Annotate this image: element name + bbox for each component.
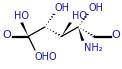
Text: OH: OH xyxy=(88,3,103,13)
Polygon shape xyxy=(78,27,84,41)
Text: NH₂: NH₂ xyxy=(84,43,102,53)
Text: O: O xyxy=(2,30,11,40)
Text: HO: HO xyxy=(72,11,87,21)
Text: HO: HO xyxy=(14,11,29,21)
Polygon shape xyxy=(62,22,72,36)
Polygon shape xyxy=(20,22,28,36)
Text: OHO: OHO xyxy=(35,52,58,62)
Text: OH: OH xyxy=(55,3,70,13)
Text: O: O xyxy=(111,30,120,40)
